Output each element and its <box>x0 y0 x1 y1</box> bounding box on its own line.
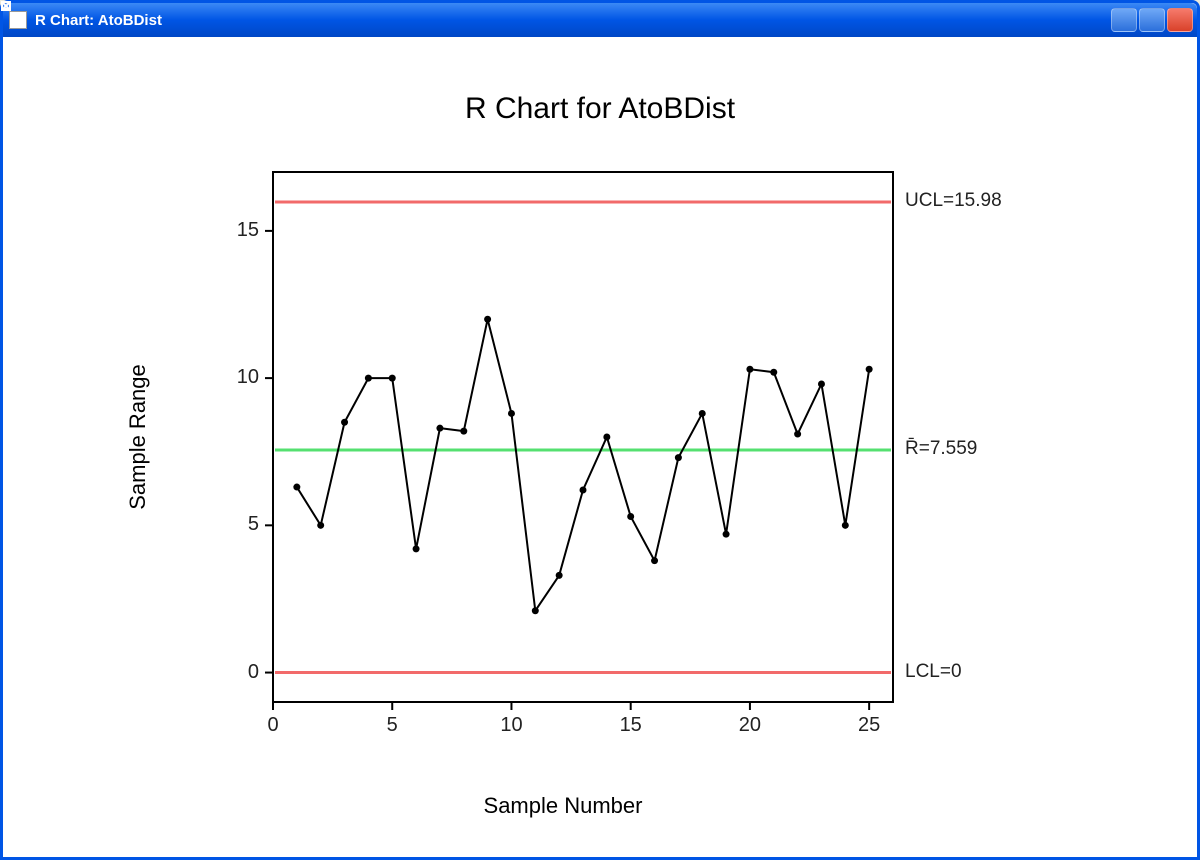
x-tick-label: 10 <box>500 714 522 737</box>
ucl-label: UCL=15.98 <box>905 190 1002 212</box>
center-label: R̄=7.559 <box>905 438 977 460</box>
titlebar[interactable]: R Chart: AtoBDist <box>3 3 1197 37</box>
minimize-button[interactable] <box>1111 8 1137 32</box>
y-tick-label: 5 <box>248 513 259 536</box>
app-icon <box>9 11 27 29</box>
y-tick-label: 15 <box>237 219 259 242</box>
x-tick-label: 20 <box>739 714 761 737</box>
window-buttons <box>1111 8 1193 32</box>
x-tick-label: 5 <box>387 714 398 737</box>
chart-area: R Chart for AtoBDist Sample Range Sample… <box>3 37 1197 857</box>
close-button[interactable] <box>1167 8 1193 32</box>
x-tick-label: 0 <box>267 714 278 737</box>
x-tick-label: 15 <box>620 714 642 737</box>
y-tick-label: 10 <box>237 366 259 389</box>
maximize-button[interactable] <box>1139 8 1165 32</box>
lcl-label: LCL=0 <box>905 661 962 683</box>
x-tick-label: 25 <box>858 714 880 737</box>
control-chart <box>3 37 1197 857</box>
app-window: R Chart: AtoBDist R Chart for AtoBDist S… <box>0 0 1200 860</box>
y-tick-label: 0 <box>248 661 259 684</box>
window-title: R Chart: AtoBDist <box>35 12 1111 29</box>
